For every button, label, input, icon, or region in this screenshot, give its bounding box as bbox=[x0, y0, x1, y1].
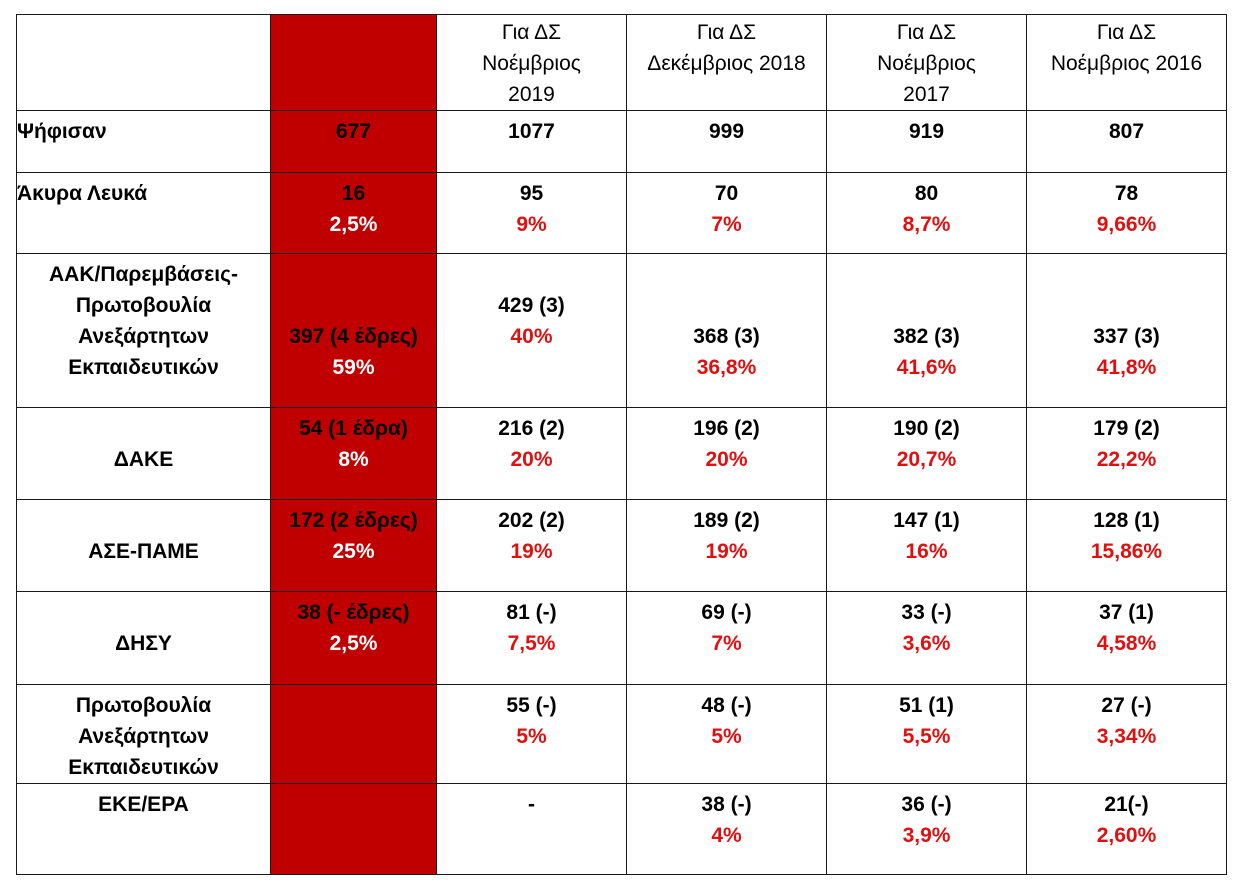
current-dhsy-cell: 38 (- έδρες) 2,5% bbox=[270, 591, 437, 685]
value-cell: 48 (-) 5% bbox=[626, 684, 827, 784]
table-row: ΔΗΣΥ 38 (- έδρες) 2,5% 81 (-) 7,5% 69 (-… bbox=[16, 591, 1227, 685]
current-aak-cell: 397 (4 έδρες) 59% bbox=[270, 253, 437, 408]
table-row: ΑΑΚ/Παρεμβάσεις- Πρωτοβουλία Ανεξάρτητων… bbox=[16, 253, 1227, 408]
value-cell: 69 (-) 7% bbox=[626, 591, 827, 685]
value-cell: 196 (2) 20% bbox=[626, 407, 827, 500]
results-table: Για ΔΣ Νοέμβριος 2019 Για ΔΣ Δεκέμβριος … bbox=[16, 14, 1227, 875]
current-blank-cell: 16 2,5% bbox=[270, 172, 437, 254]
value-cell: 147 (1) 16% bbox=[826, 499, 1027, 592]
value-cell: 429 (3) 40% bbox=[436, 253, 627, 408]
current-ase-cell: 172 (2 έδρες) 25% bbox=[270, 499, 437, 592]
value-cell: 382 (3) 41,6% bbox=[826, 253, 1027, 408]
value-cell: 36 (-) 3,9% bbox=[826, 783, 1027, 875]
value-cell: 189 (2) 19% bbox=[626, 499, 827, 592]
row-label-prot: Πρωτοβουλία Ανεξάρτητων Εκπαιδευτικών bbox=[16, 684, 271, 784]
value-cell: 368 (3) 36,8% bbox=[626, 253, 827, 408]
table-row: Άκυρα Λευκά 16 2,5% 95 9% 70 7% 80 8,7% … bbox=[16, 172, 1227, 254]
header-row: Για ΔΣ Νοέμβριος 2019 Για ΔΣ Δεκέμβριος … bbox=[16, 14, 1227, 111]
value-cell: 807 bbox=[1026, 110, 1227, 173]
header-col-2018: Για ΔΣ Δεκέμβριος 2018 bbox=[626, 14, 827, 111]
value-cell: 337 (3) 41,8% bbox=[1026, 253, 1227, 408]
value-cell: 179 (2) 22,2% bbox=[1026, 407, 1227, 500]
row-label-eke: ΕΚΕ/ΕΡΑ bbox=[16, 783, 271, 875]
table-row: ΔΑΚΕ 54 (1 έδρα) 8% 216 (2) 20% 196 (2) … bbox=[16, 407, 1227, 500]
current-dake-cell: 54 (1 έδρα) 8% bbox=[270, 407, 437, 500]
value-cell: 27 (-) 3,34% bbox=[1026, 684, 1227, 784]
value-cell: 51 (1) 5,5% bbox=[826, 684, 1027, 784]
value-cell: 202 (2) 19% bbox=[436, 499, 627, 592]
header-col-2019: Για ΔΣ Νοέμβριος 2019 bbox=[436, 14, 627, 111]
header-col-2016: Για ΔΣ Νοέμβριος 2016 bbox=[1026, 14, 1227, 111]
value-cell: 216 (2) 20% bbox=[436, 407, 627, 500]
row-label-dake: ΔΑΚΕ bbox=[16, 407, 271, 500]
table-row: ΕΚΕ/ΕΡΑ - 38 (-) 4% 36 (-) 3,9% 21(-) 2,… bbox=[16, 783, 1227, 875]
header-current-cell bbox=[270, 14, 437, 111]
table-row: Ψήφισαν 677 1077 999 919 807 bbox=[16, 110, 1227, 173]
value-cell: 21(-) 2,60% bbox=[1026, 783, 1227, 875]
value-cell: 33 (-) 3,6% bbox=[826, 591, 1027, 685]
value-cell: 80 8,7% bbox=[826, 172, 1027, 254]
row-label-aak: ΑΑΚ/Παρεμβάσεις- Πρωτοβουλία Ανεξάρτητων… bbox=[16, 253, 271, 408]
current-eke-cell bbox=[270, 783, 437, 875]
header-corner-cell bbox=[16, 14, 271, 111]
value-cell: 37 (1) 4,58% bbox=[1026, 591, 1227, 685]
current-prot-cell bbox=[270, 684, 437, 784]
value-cell: 78 9,66% bbox=[1026, 172, 1227, 254]
row-label-votes: Ψήφισαν bbox=[16, 110, 271, 173]
value-cell: 55 (-) 5% bbox=[436, 684, 627, 784]
value-cell: 1077 bbox=[436, 110, 627, 173]
row-label-ase: ΑΣΕ-ΠΑΜΕ bbox=[16, 499, 271, 592]
value-cell: 70 7% bbox=[626, 172, 827, 254]
row-label-blank: Άκυρα Λευκά bbox=[16, 172, 271, 254]
value-cell: 190 (2) 20,7% bbox=[826, 407, 1027, 500]
value-cell: 999 bbox=[626, 110, 827, 173]
value-cell: - bbox=[436, 783, 627, 875]
row-label-dhsy: ΔΗΣΥ bbox=[16, 591, 271, 685]
header-col-2017: Για ΔΣ Νοέμβριος 2017 bbox=[826, 14, 1027, 111]
table-row: Πρωτοβουλία Ανεξάρτητων Εκπαιδευτικών 55… bbox=[16, 684, 1227, 784]
value-cell: 95 9% bbox=[436, 172, 627, 254]
value-cell: 81 (-) 7,5% bbox=[436, 591, 627, 685]
current-votes-cell: 677 bbox=[270, 110, 437, 173]
value-cell: 128 (1) 15,86% bbox=[1026, 499, 1227, 592]
table-row: ΑΣΕ-ΠΑΜΕ 172 (2 έδρες) 25% 202 (2) 19% 1… bbox=[16, 499, 1227, 592]
value-cell: 919 bbox=[826, 110, 1027, 173]
value-cell: 38 (-) 4% bbox=[626, 783, 827, 875]
